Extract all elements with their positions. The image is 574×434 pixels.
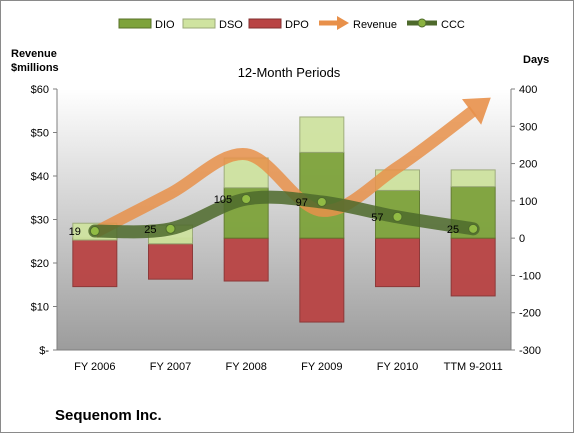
category-label: FY 2007 — [150, 361, 191, 373]
ccc-data-label: 25 — [144, 224, 156, 236]
legend-label-ccc: CCC — [441, 19, 465, 31]
category-label: FY 2008 — [225, 361, 266, 373]
left-axis-title-line2: $millions — [11, 62, 59, 74]
legend-swatch-dso — [182, 18, 216, 29]
ccc-line — [88, 190, 480, 239]
right-tick-label: 200 — [519, 159, 537, 171]
ccc-data-label: 97 — [296, 197, 308, 209]
right-tick-label: -200 — [519, 308, 541, 320]
bar-dso — [450, 169, 496, 188]
company-name: Sequenom Inc. — [55, 407, 162, 424]
ccc-data-label: 25 — [447, 224, 459, 236]
legend-label-dpo: DPO — [285, 19, 309, 31]
left-tick-label: $50 — [31, 128, 49, 140]
revenue-layer — [92, 97, 491, 238]
category-label: TTM 9-2011 — [444, 361, 503, 373]
ccc-data-label: 57 — [371, 212, 383, 224]
ccc-point — [316, 196, 327, 207]
right-tick-label: -100 — [519, 270, 541, 282]
legend-label-dso: DSO — [219, 19, 243, 31]
ccc-point — [89, 226, 100, 237]
legend-swatch-dpo — [248, 18, 282, 29]
category-label: FY 2006 — [74, 361, 115, 373]
right-tick-label: 100 — [519, 196, 537, 208]
right-tick-label: 0 — [519, 233, 525, 245]
left-tick-label: $30 — [31, 215, 49, 227]
category-label: FY 2010 — [377, 361, 418, 373]
right-axis: -300 -200 -100 0 100 200 300 400 — [510, 84, 541, 357]
bar-dpo — [148, 237, 193, 280]
ccc-data-label: 105 — [214, 194, 232, 206]
ccc-point — [241, 193, 252, 204]
ccc-point — [468, 223, 479, 234]
right-axis-title: Days — [523, 54, 549, 66]
left-tick-label: $20 — [31, 258, 49, 270]
bar-dpo — [299, 237, 345, 323]
left-axis-title-line1: Revenue — [11, 48, 57, 60]
left-tick-label: $40 — [31, 171, 49, 183]
category-axis: FY 2006 FY 2007 FY 2008 FY 2009 FY 2010 TTM 9… — [57, 349, 511, 373]
legend-swatch-dio — [118, 18, 152, 29]
left-tick-label: $- — [39, 345, 49, 357]
category-label: FY 2009 — [301, 361, 342, 373]
bar-dpo — [223, 237, 269, 282]
bar-dpo — [375, 237, 420, 288]
legend-label-dio: DIO — [155, 19, 175, 31]
revenue-arrowhead — [461, 97, 491, 125]
ccc-layer: 19 25 105 97 57 25 — [69, 190, 480, 239]
bar-dpo — [450, 237, 496, 297]
ccc-point — [392, 211, 403, 222]
bar-dso — [299, 116, 345, 153]
bar-dpo — [72, 237, 118, 288]
chart-title: 12-Month Periods — [238, 65, 341, 80]
right-tick-label: -300 — [519, 345, 541, 357]
ccc-data-label: 19 — [69, 226, 81, 238]
legend-swatch-ccc — [407, 18, 437, 28]
revenue-line — [92, 105, 477, 238]
right-tick-label: 300 — [519, 121, 537, 133]
left-tick-label: $60 — [31, 84, 49, 96]
right-tick-label: 400 — [519, 84, 537, 96]
left-axis: $- $10 $20 $30 $40 $50 $60 — [31, 84, 58, 357]
left-tick-label: $10 — [31, 302, 49, 314]
legend: DIO DSO DPO Revenue CCC — [118, 16, 465, 31]
legend-swatch-revenue — [319, 16, 349, 30]
legend-label-revenue: Revenue — [353, 19, 397, 31]
ccc-point — [165, 223, 176, 234]
